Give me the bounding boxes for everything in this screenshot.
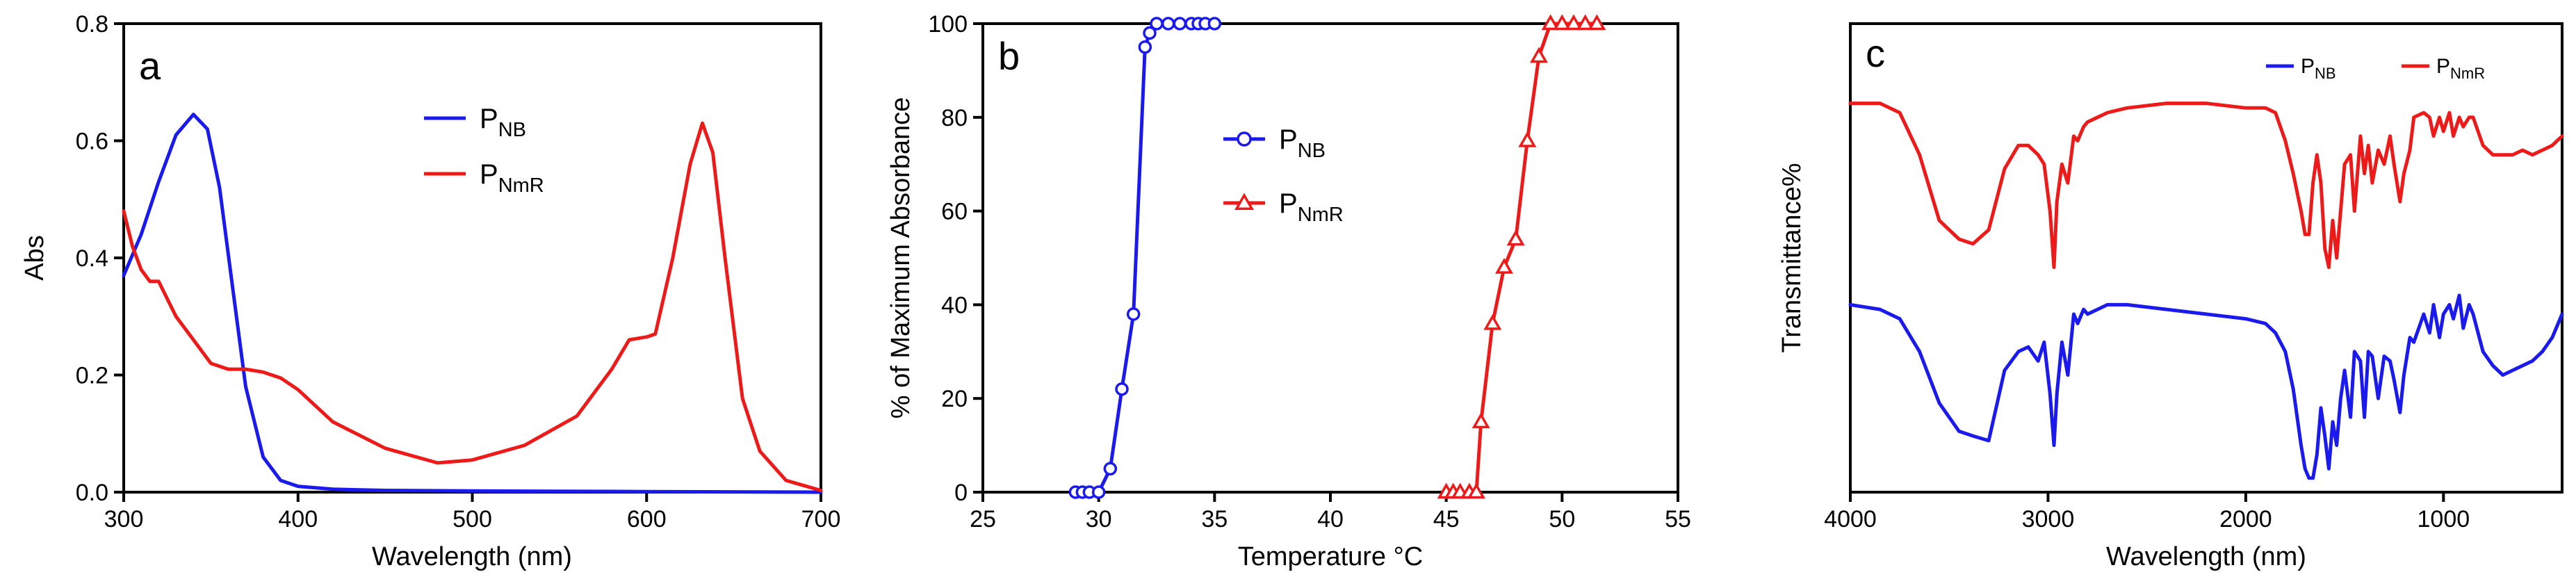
panel-b-ticks: 25 30 35 40 45 50 55 0 20 40 60 80 100 (928, 11, 1691, 532)
panel-b-point-nmr (1483, 314, 1502, 330)
panel-b-xtick-label: 30 (1086, 506, 1112, 532)
panel-b-point-nmr (1541, 14, 1560, 31)
panel-b-point-nmr (1576, 14, 1595, 31)
panel-b-legend: PNB PNmR (1223, 124, 1344, 226)
panel-b-point-nb (1138, 40, 1152, 54)
panel-b-ytick-label: 20 (941, 386, 968, 412)
panel-b-point-nmr (1506, 229, 1525, 246)
panel-a-xtick-label: 700 (801, 506, 841, 532)
panel-b-legend-label-nmr: PNmR (1279, 188, 1344, 226)
panel-b-point-nb (1115, 382, 1129, 396)
panel-a-xtick-label: 400 (278, 506, 318, 532)
panel-b-point-nmr (1564, 14, 1583, 31)
panel-b-xtick-label: 25 (970, 506, 996, 532)
panel-b: b Temperature °C % of Maximum Absorbance… (886, 11, 1691, 571)
panel-b-point-nmr (1472, 412, 1490, 429)
panel-a-series-nmr-line (122, 121, 823, 492)
panel-b-xtick-label: 40 (1317, 506, 1344, 532)
panel-a-xlabel: Wavelength (nm) (372, 542, 572, 571)
panel-a-xtick-label: 300 (104, 506, 144, 532)
panel-a-letter: a (139, 44, 161, 88)
panel-a: a Wavelength (nm) Abs 300 400 500 600 700 0.0… (20, 11, 840, 571)
panel-a-ylabel: Abs (20, 235, 49, 280)
panel-b-series-nmr-line (1444, 22, 1599, 494)
panel-c-letter: c (1866, 31, 1885, 75)
panel-a-ytick-label: 0.0 (76, 480, 108, 506)
panel-a-xtick-label: 500 (453, 506, 492, 532)
panel-c-xtick-label: 3000 (2022, 506, 2075, 532)
panel-c-legend: PNB PNmR (2266, 55, 2485, 82)
panel-c-ylabel: Transmittance% (1777, 163, 1807, 352)
panel-a-ytick-label: 0.8 (76, 11, 108, 38)
panel-b-point-nmr (1529, 47, 1549, 63)
panel-b-letter: b (998, 34, 1020, 78)
panel-b-point-nmr (1467, 482, 1486, 499)
panel-b-point-nb (1150, 17, 1164, 31)
panel-b-point-nb (1091, 485, 1106, 499)
panel-b-series (1068, 14, 1606, 499)
panel-c-ticks: 4000 3000 2000 1000 (1824, 492, 2470, 532)
panel-b-point-nb (1143, 26, 1157, 40)
panel-a-xtick-label: 600 (627, 506, 667, 532)
panel-c-legend-label-nb: PNB (2301, 55, 2336, 82)
panel-b-point-nb (1126, 307, 1141, 321)
panel-b-legend-label-nb: PNB (1279, 124, 1326, 162)
panel-a-ytick-label: 0.6 (76, 129, 108, 155)
panel-b-point-nmr (1553, 14, 1572, 31)
panel-b-point-nb (1103, 462, 1118, 476)
panel-b-xlabel: Temperature °C (1238, 542, 1424, 571)
panel-c-plot-frame (1849, 22, 2563, 494)
panel-a-ticks: 300 400 500 600 700 0.0 0.2 0.4 0.6 0.8 (76, 11, 841, 532)
panel-b-xtick-label: 50 (1549, 506, 1575, 532)
panel-b-legend-marker (1237, 131, 1252, 147)
panel-b-point-nb (1161, 17, 1175, 31)
panel-a-legend: PNB PNmR (424, 104, 544, 197)
panel-b-xtick-label: 45 (1433, 506, 1460, 532)
panel-c-series-nb-line (1848, 293, 2564, 480)
panel-c-xtick-label: 1000 (2418, 506, 2470, 532)
panel-b-ytick-label: 0 (954, 480, 968, 506)
panel-b-xtick-label: 55 (1665, 506, 1691, 532)
panel-b-series-nb-line (1073, 22, 1216, 494)
panel-c-xlabel: Wavelength (nm) (2106, 542, 2306, 571)
panel-c-legend-label-nmr: PNmR (2436, 55, 2485, 82)
panel-b-plot-frame (981, 22, 1679, 494)
panel-b-xtick-label: 35 (1201, 506, 1228, 532)
panel-b-point-nb (1207, 17, 1222, 31)
panel-b-legend-marker (1234, 193, 1255, 210)
panel-b-ytick-label: 60 (941, 199, 968, 225)
panel-b-ytick-label: 100 (928, 11, 968, 38)
panel-c-xtick-label: 4000 (1824, 506, 1877, 532)
panel-a-legend-label-nb: PNB (480, 104, 526, 141)
panel-b-ytick-label: 40 (941, 292, 968, 318)
panel-a-series (122, 113, 823, 494)
panel-a-series-nb-line (122, 113, 823, 494)
panel-c-series (1848, 101, 2564, 480)
panel-b-point-nmr (1494, 257, 1514, 274)
panel-b-point-nmr (1588, 14, 1606, 31)
panel-a-legend-label-nmr: PNmR (480, 159, 544, 197)
panel-a-ytick-label: 0.2 (76, 363, 108, 389)
panel-c-series-nmr-line (1848, 101, 2564, 269)
panel-b-ytick-label: 80 (941, 105, 968, 131)
panel-c-xtick-label: 2000 (2219, 506, 2272, 532)
panel-b-ylabel: % of Maximum Absorbance (886, 97, 915, 419)
panel-a-ytick-label: 0.4 (76, 245, 108, 272)
panel-c: c Wavelength (nm) Transmittance% 4000 300… (1777, 22, 2564, 571)
panel-b-point-nb (1173, 17, 1187, 31)
panel-b-point-nmr (1518, 131, 1537, 147)
